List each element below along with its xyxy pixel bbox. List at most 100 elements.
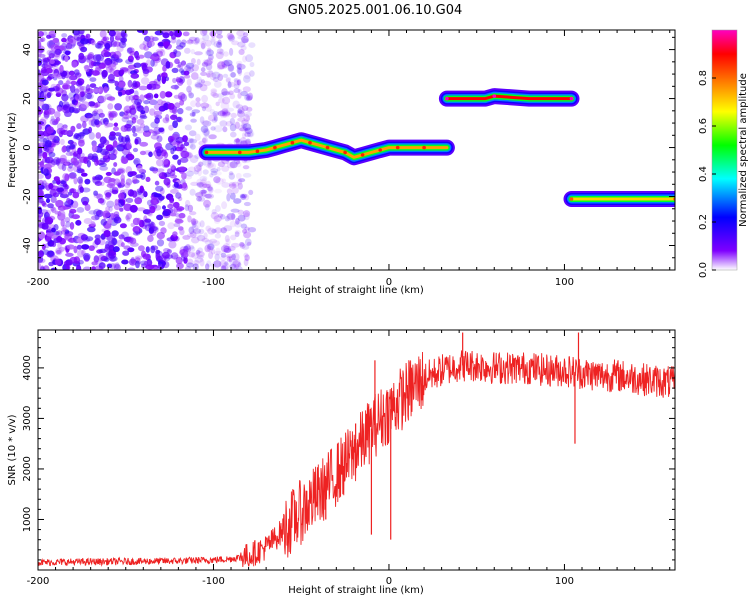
heatmap-noise-cell (156, 168, 165, 173)
heatmap-noise-cell (87, 226, 96, 233)
heatmap-noise-cell (233, 88, 241, 93)
heatmap-noise-cell (243, 231, 252, 239)
heatmap-noise-cell (79, 186, 84, 193)
heatmap-noise-cell (76, 244, 82, 250)
heatmap-noise-cell (210, 211, 219, 220)
heatmap-noise-cell (79, 152, 85, 158)
heatmap-noise-cell (234, 231, 240, 238)
heatmap-noise-cell (188, 92, 194, 99)
heatmap-noise-cell (235, 104, 244, 109)
heatmap-noise-cell (127, 55, 134, 63)
heatmap-noise-cell (52, 37, 60, 44)
heatmap-noise-cell (109, 34, 115, 43)
heatmap-noise-cell (240, 90, 248, 97)
heatmap-noise-cell (246, 241, 252, 246)
heatmap-noise-cell (175, 192, 182, 199)
heatmap-noise-cell (170, 212, 177, 217)
heatmap-noise-cell (43, 168, 49, 176)
heatmap-noise-cell (223, 243, 230, 250)
heatmap-noise-cell (107, 103, 114, 110)
heatmap-noise-cell (191, 252, 199, 259)
heatmap-noise-cell (246, 106, 253, 112)
heatmap-noise-cell (242, 123, 252, 131)
heatmap-noise-cell (114, 132, 122, 137)
heatmap-noise-cell (186, 262, 194, 268)
heatmap-noise-cell (61, 33, 68, 38)
heatmap-noise-cell (219, 120, 228, 127)
heatmap-noise-cell (109, 67, 115, 75)
heatmap-noise-cell (72, 238, 79, 243)
heatmap-noise-cell (239, 242, 245, 247)
heatmap-noise-cell (230, 192, 236, 200)
heatmap-noise-cell (198, 228, 205, 235)
heatmap-noise-cell (132, 179, 140, 184)
heatmap-noise-cell (111, 188, 119, 194)
heatmap-noise-cell (152, 131, 158, 137)
heatmap-noise-cell (56, 235, 63, 243)
heatmap-noise-cell (65, 265, 71, 270)
heatmap-ridge-peak (290, 140, 295, 145)
heatmap-noise-cell (172, 77, 177, 84)
heatmap-noise-cell (88, 210, 98, 215)
heatmap-noise-cell (132, 80, 138, 88)
heatmap-noise-cell (103, 176, 113, 184)
heatmap-noise-cell (81, 187, 91, 193)
heatmap-noise-cell (94, 238, 101, 246)
heatmap-noise-cell (158, 220, 166, 227)
heatmap-noise-cell (184, 65, 192, 72)
heatmap-noise-cell (74, 93, 82, 101)
heatmap-noise-cell (201, 106, 207, 112)
heatmap-noise-cell (179, 146, 187, 153)
heatmap-noise-cell (178, 226, 184, 231)
heatmap-noise-cell (104, 57, 113, 66)
heatmap-noise-cell (207, 159, 212, 165)
heatmap-noise-cell (236, 30, 246, 37)
heatmap-noise-cell (189, 246, 196, 252)
heatmap-noise-cell (194, 154, 201, 160)
heatmap-noise-cell (73, 133, 80, 139)
heatmap-noise-cell (207, 186, 213, 192)
heatmap-noise-cell (192, 220, 202, 229)
heatmap-noise-cell (209, 30, 216, 37)
heatmap-noise-cell (229, 72, 237, 78)
heatmap-noise-cell (231, 181, 240, 187)
heatmap-noise-cell (196, 254, 204, 260)
heatmap-noise-cell (201, 79, 205, 84)
heatmap-noise-cell (228, 63, 234, 71)
heatmap-noise-cell (217, 61, 226, 70)
heatmap-noise-cell (227, 64, 235, 72)
heatmap-noise-cell (232, 260, 241, 268)
heatmap-noise-cell (76, 264, 82, 270)
heatmap-noise-cell (93, 255, 100, 263)
heatmap-noise-cell (41, 222, 49, 230)
heatmap-noise-cell (104, 244, 110, 250)
heatmap-noise-cell (159, 90, 166, 99)
heatmap-ridge-peak (569, 96, 574, 101)
x-tick-label: 0 (386, 277, 392, 288)
heatmap-noise-cell (76, 207, 85, 213)
heatmap-noise-cell (105, 171, 112, 176)
heatmap-noise-cell (236, 266, 243, 270)
heatmap-noise-cell (194, 81, 203, 89)
y-tick-label: 20 (22, 92, 33, 105)
heatmap-noise-cell (221, 201, 228, 210)
heatmap-noise-cell (179, 150, 186, 156)
heatmap-noise-cell (143, 125, 150, 133)
heatmap-noise-cell (66, 199, 72, 205)
heatmap-noise-cell (193, 230, 202, 238)
heatmap-noise-cell (249, 70, 255, 77)
heatmap-noise-cell (87, 153, 94, 161)
heatmap-noise-cell (97, 42, 103, 49)
heatmap-noise-cell (240, 194, 247, 201)
heatmap-noise-cell (106, 183, 116, 189)
heatmap-noise-cell (133, 62, 142, 68)
heatmap-noise-cell (243, 212, 250, 221)
heatmap-noise-cell (97, 40, 105, 46)
heatmap-noise-cell (64, 217, 71, 223)
heatmap-noise-cell (45, 198, 51, 204)
heatmap-noise-cell (152, 167, 159, 174)
heatmap-noise-cell (153, 103, 162, 111)
heatmap-noise-cell (173, 50, 182, 57)
heatmap-noise-cell (98, 248, 107, 254)
heatmap-noise-cell (99, 266, 105, 270)
